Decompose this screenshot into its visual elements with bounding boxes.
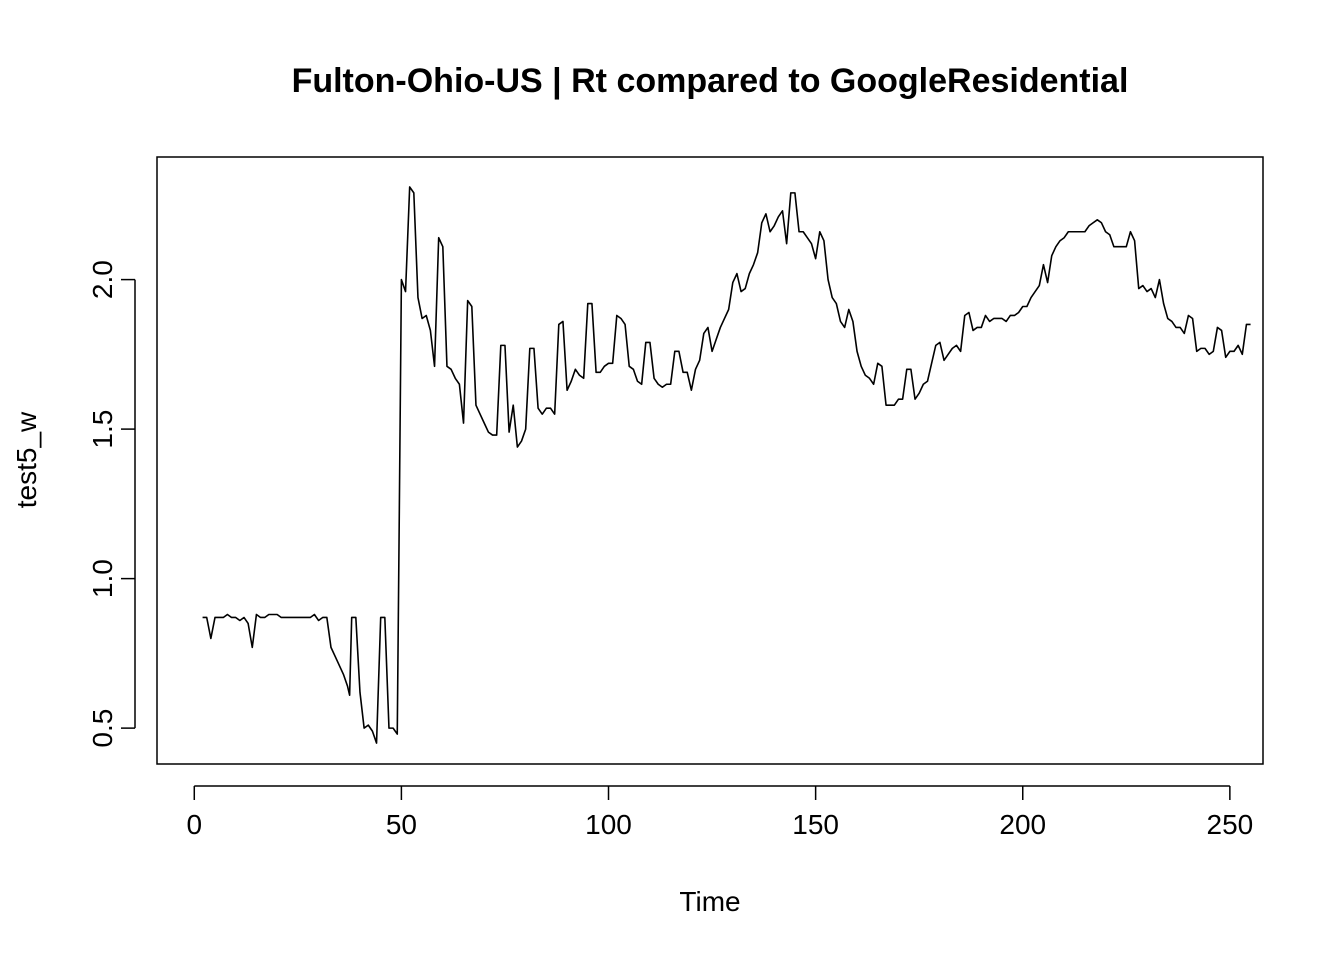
y-tick-label: 2.0 [87,260,118,299]
x-tick-label: 200 [999,809,1046,840]
plot-frame [157,157,1263,764]
y-axis-label: test5_w [11,411,42,508]
x-tick-label: 0 [186,809,202,840]
x-tick-label: 150 [792,809,839,840]
y-tick-label: 0.5 [87,709,118,748]
y-tick-label: 1.5 [87,410,118,449]
y-axis: 0.5 1.0 1.5 2.0 [87,260,135,747]
x-tick-label: 50 [386,809,417,840]
series-line [203,187,1251,743]
chart-title: Fulton-Ohio-US | Rt compared to GoogleRe… [292,62,1129,100]
x-axis-label: Time [679,886,740,917]
y-tick-label: 1.0 [87,559,118,598]
x-tick-label: 250 [1207,809,1254,840]
x-tick-label: 100 [585,809,632,840]
x-axis: 0 50 100 150 200 250 [186,786,1253,840]
